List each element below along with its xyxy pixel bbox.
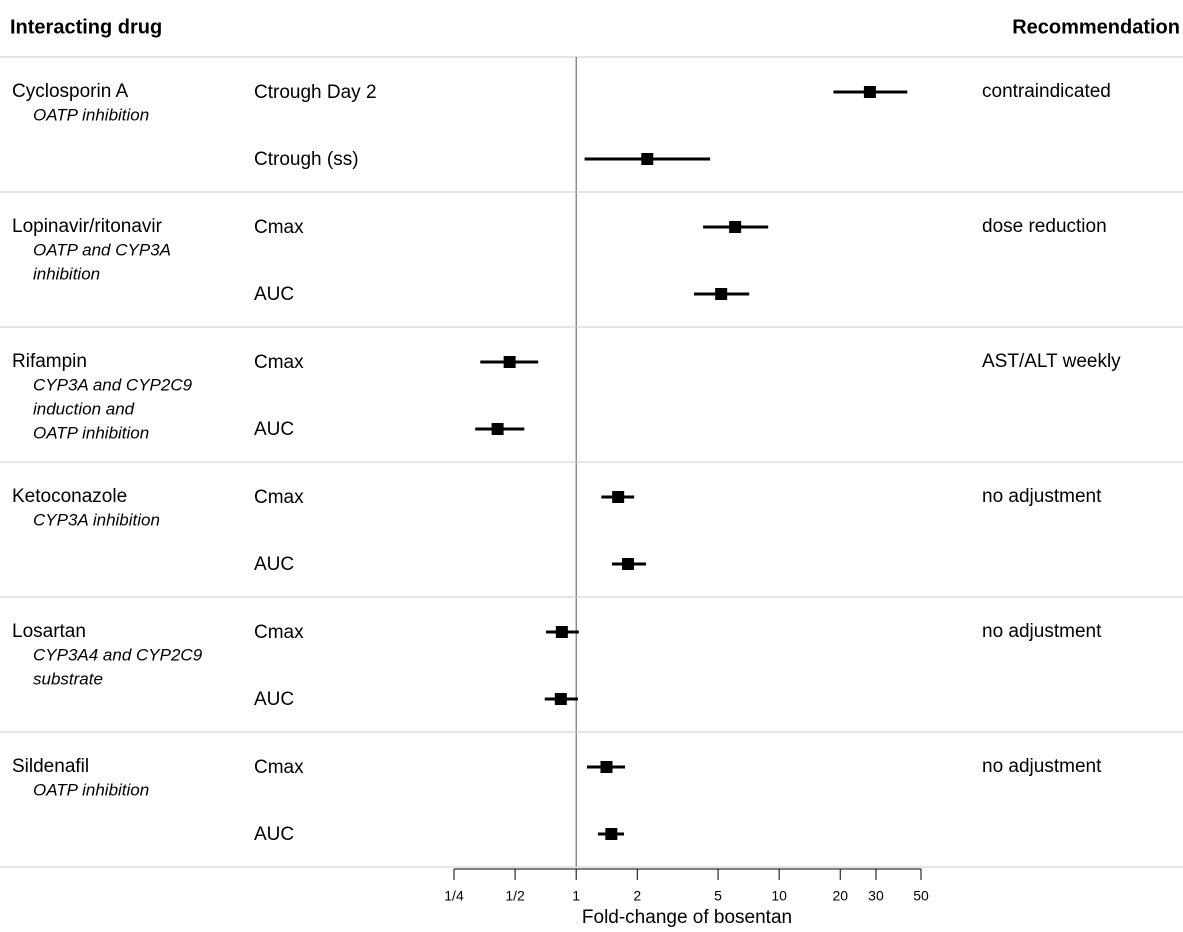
- drug-name: Ketoconazole: [12, 486, 127, 507]
- point-estimate: [863, 86, 876, 98]
- point-estimate: [715, 288, 728, 300]
- x-axis-label: Fold-change of bosentan: [582, 907, 792, 928]
- measure-name: AUC: [254, 284, 294, 305]
- mechanism: inhibition: [33, 264, 100, 283]
- drug-name: Lopinavir/ritonavir: [12, 216, 163, 237]
- x-tick-label: 20: [832, 888, 848, 904]
- point-estimate: [600, 761, 613, 773]
- drug-name: Losartan: [12, 621, 86, 642]
- measure-name: Cmax: [254, 757, 304, 778]
- measure-name: Cmax: [254, 622, 304, 643]
- point-estimate: [554, 693, 567, 705]
- mechanism: OATP inhibition: [33, 423, 149, 442]
- measure-name: Cmax: [254, 487, 304, 508]
- recommendation: dose reduction: [982, 216, 1107, 237]
- mechanism: OATP inhibition: [33, 105, 149, 124]
- mechanism: OATP and CYP3A: [33, 240, 171, 259]
- recommendation: no adjustment: [982, 486, 1102, 507]
- point-estimate: [491, 423, 504, 435]
- measure-name: Cmax: [254, 352, 304, 373]
- point-estimate: [503, 356, 516, 368]
- x-tick-label: 50: [913, 888, 929, 904]
- point-estimate: [621, 558, 634, 570]
- point-estimate: [605, 828, 618, 840]
- drug-name: Cyclosporin A: [12, 81, 128, 102]
- recommendation: contraindicated: [982, 81, 1111, 102]
- measure-name: Ctrough Day 2: [254, 82, 377, 103]
- header-right: Recommendation: [1012, 16, 1180, 38]
- measure-name: AUC: [254, 554, 294, 575]
- point-estimate: [729, 221, 742, 233]
- mechanism: induction and: [33, 399, 135, 418]
- mechanism: CYP3A4 and CYP2C9: [33, 645, 203, 664]
- recommendation: AST/ALT weekly: [982, 351, 1121, 372]
- header-left: Interacting drug: [10, 16, 162, 38]
- x-tick-label: 1/4: [444, 888, 464, 904]
- x-tick-label: 30: [868, 888, 884, 904]
- x-tick-label: 5: [714, 888, 722, 904]
- measure-name: AUC: [254, 689, 294, 710]
- measure-name: AUC: [254, 824, 294, 845]
- measure-name: AUC: [254, 419, 294, 440]
- recommendation: no adjustment: [982, 756, 1102, 777]
- drug-name: Rifampin: [12, 351, 87, 372]
- x-tick-label: 10: [771, 888, 787, 904]
- drug-name: Sildenafil: [12, 756, 89, 777]
- measure-name: Ctrough (ss): [254, 149, 359, 170]
- mechanism: CYP3A and CYP2C9: [33, 375, 193, 394]
- x-tick-label: 1/2: [505, 888, 525, 904]
- recommendation: no adjustment: [982, 621, 1102, 642]
- measure-name: Cmax: [254, 217, 304, 238]
- x-tick-label: 1: [572, 888, 580, 904]
- mechanism: substrate: [33, 669, 103, 688]
- point-estimate: [612, 491, 625, 503]
- point-estimate: [641, 153, 654, 165]
- mechanism: OATP inhibition: [33, 780, 149, 799]
- x-tick-label: 2: [633, 888, 641, 904]
- point-estimate: [555, 626, 568, 638]
- mechanism: CYP3A inhibition: [33, 510, 160, 529]
